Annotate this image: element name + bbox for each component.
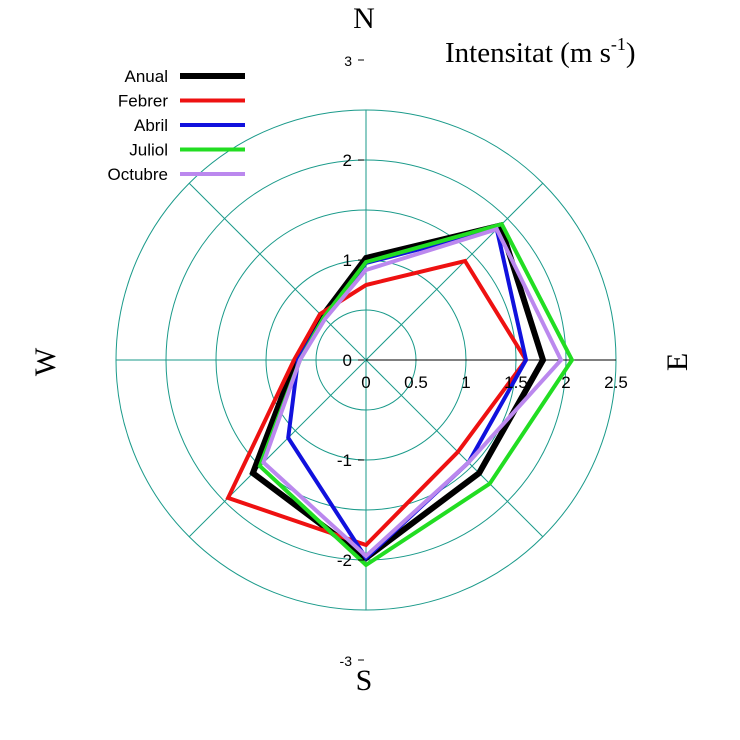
series-layer — [225, 221, 575, 568]
grid-spoke-sw — [188, 359, 367, 538]
legend-label-febrer: Febrer — [118, 92, 168, 111]
y-tick-label: -1 — [337, 451, 352, 470]
x-tick-label: 0 — [361, 373, 370, 392]
south-label: S — [356, 664, 373, 697]
x-tick-label: 0.5 — [404, 373, 428, 392]
x-tick-label: 1.5 — [504, 373, 528, 392]
y-tick-label: 1 — [343, 251, 352, 270]
series-febrer — [225, 258, 529, 548]
legend: Anual Febrer Abril Juliol Octubre — [108, 67, 245, 184]
series-abril — [286, 226, 529, 562]
x-tick-label: 2.5 — [604, 373, 628, 392]
legend-label-anual: Anual — [125, 67, 168, 86]
legend-label-juliol: Juliol — [129, 141, 168, 160]
west-label: W — [29, 347, 62, 376]
chart-title: Intensitat (m s-1) — [445, 34, 636, 69]
north-label: N — [353, 2, 375, 35]
x-tick-label: 2 — [561, 373, 570, 392]
x-tick-label: 1 — [461, 373, 470, 392]
chart-title-main: Intensitat (m s — [445, 37, 611, 69]
series-octubre — [261, 226, 564, 559]
y-tick-label: -2 — [337, 551, 352, 570]
y-tick-label: 3 — [344, 53, 352, 69]
y-tick-label: 0 — [343, 351, 352, 370]
tick-labels: 0 0.5 1 1.5 2 2.5 3 2 1 0 -1 -2 -3 — [337, 53, 628, 669]
grid-spoke-se — [365, 359, 544, 538]
grid-spoke-ne — [365, 182, 544, 361]
legend-label-octubre: Octubre — [108, 165, 168, 184]
y-tick-label: -3 — [340, 653, 353, 669]
east-label: E — [661, 353, 694, 371]
chart-title-close: ) — [626, 37, 636, 69]
grid-spoke-nw — [188, 182, 367, 361]
y-tick-label: 2 — [343, 151, 352, 170]
legend-label-abril: Abril — [134, 116, 168, 135]
chart-title-exponent: -1 — [611, 34, 626, 54]
